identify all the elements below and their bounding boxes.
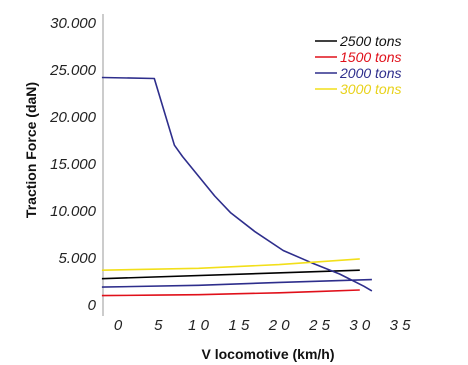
series-line xyxy=(101,269,360,280)
x-tick-label: 3 0 xyxy=(349,317,371,334)
x-tick-label: 2 0 xyxy=(268,317,291,334)
legend-label: 3000 tons xyxy=(340,81,402,97)
x-tick-labels: 0 5 1 0 1 5 2 0 2 5 3 0 3 5 xyxy=(114,317,411,334)
y-tick-label: 25.000 xyxy=(49,62,97,79)
series-line xyxy=(101,278,372,288)
x-tick-label: 0 xyxy=(114,317,123,334)
x-tick-label: 1 5 xyxy=(228,317,250,334)
y-tick-labels: 0 5.000 10.000 15.000 20.000 25.000 30.000 xyxy=(49,15,97,314)
y-axis-label: Traction Force (daN) xyxy=(23,82,39,218)
y-tick-label: 20.000 xyxy=(49,109,97,126)
legend-label: 2000 tons xyxy=(339,65,402,81)
series-line xyxy=(101,258,360,271)
y-tick-label: 5.000 xyxy=(58,250,96,267)
x-tick-label: 2 5 xyxy=(308,317,331,334)
legend-label: 2500 tons xyxy=(339,33,402,49)
x-tick-label: 1 0 xyxy=(188,317,210,334)
legend-label: 1500 tons xyxy=(340,49,402,65)
y-axis-title: Traction Force (daN) xyxy=(23,82,39,218)
x-tick-label: 3 5 xyxy=(390,317,412,334)
y-tick-label: 10.000 xyxy=(50,203,97,220)
y-tick-label: 15.000 xyxy=(50,156,97,173)
x-axis-label: V locomotive (km/h) xyxy=(201,346,334,362)
y-tick-label: 0 xyxy=(88,297,97,314)
series-line xyxy=(101,76,373,292)
x-tick-label: 5 xyxy=(154,317,163,334)
series-lines xyxy=(101,76,373,297)
y-tick-label: 30.000 xyxy=(50,15,97,32)
series-line xyxy=(101,289,360,297)
